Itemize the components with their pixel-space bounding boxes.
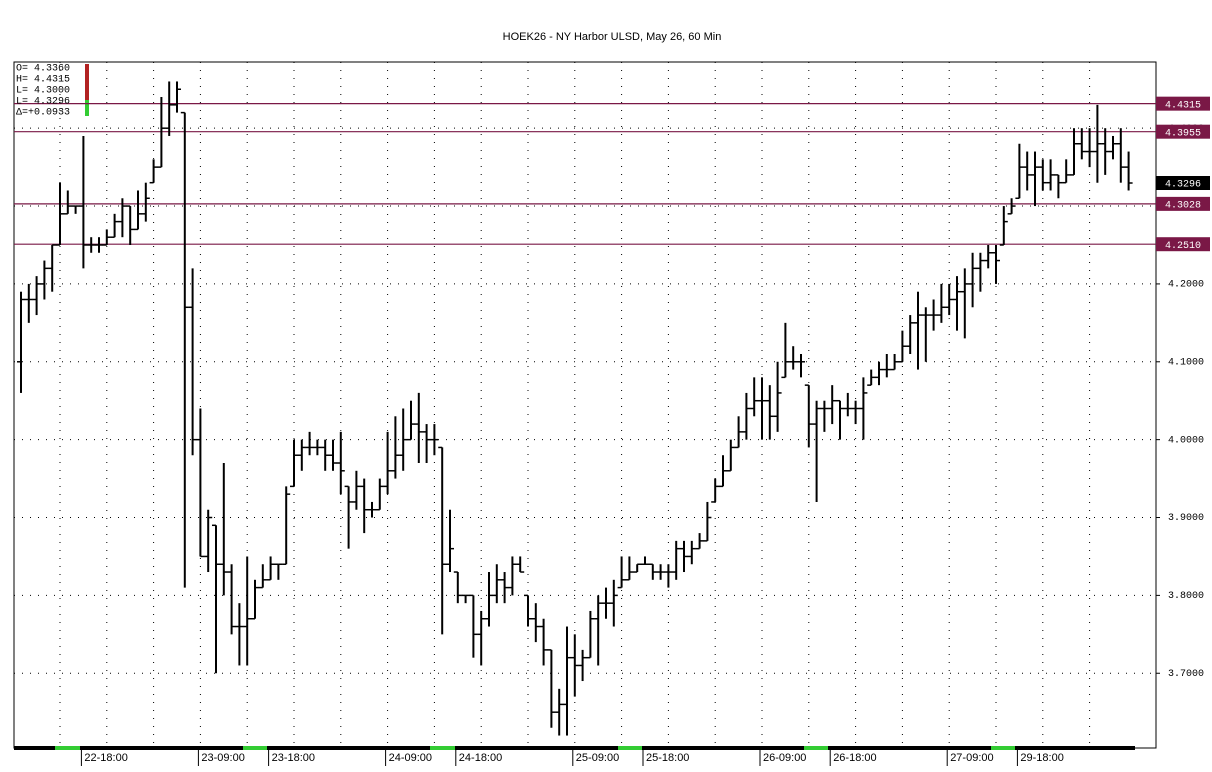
x-tick-label: 22-18:00	[84, 752, 127, 764]
session-marker	[804, 746, 828, 750]
session-marker	[243, 746, 267, 750]
x-tick-label: 25-18:00	[646, 752, 689, 764]
range-bar-green	[85, 100, 89, 116]
last-price-label: 4.3296	[1165, 180, 1201, 191]
info-line: H= 4.4315	[16, 75, 70, 86]
level-label-box	[1156, 196, 1210, 211]
x-tick-label: 25-09:00	[576, 752, 619, 764]
level-label: 4.3028	[1165, 201, 1201, 212]
x-tick-label: 26-18:00	[833, 752, 876, 764]
level-label: 4.4315	[1165, 100, 1201, 111]
y-tick-label: 4.0000	[1168, 435, 1204, 446]
x-tick-label: 27-09:00	[950, 752, 993, 764]
x-tick-label: 23-09:00	[201, 752, 244, 764]
level-label: 4.2510	[1165, 241, 1201, 252]
info-line: L= 4.3000	[16, 86, 70, 97]
info-line: L= 4.3296	[16, 97, 70, 108]
x-tick-label: 29-18:00	[1020, 752, 1063, 764]
y-tick-label: 3.8000	[1168, 591, 1204, 602]
level-label-box	[1156, 124, 1210, 139]
y-tick-label: 3.9000	[1168, 513, 1204, 524]
info-line: O= 4.3360	[16, 64, 70, 75]
y-tick-label: 3.7000	[1168, 669, 1204, 680]
session-marker	[55, 746, 80, 750]
last-price-box	[1156, 176, 1210, 191]
info-line: Δ=+0.0933	[16, 108, 70, 119]
session-marker	[430, 746, 455, 750]
session-strip	[14, 746, 1135, 750]
y-tick-label: 4.1000	[1168, 357, 1204, 368]
x-tick-label: 24-09:00	[389, 752, 432, 764]
x-tick-label: 26-09:00	[763, 752, 806, 764]
y-tick-label: 4.2000	[1168, 280, 1204, 291]
session-marker	[991, 746, 1015, 750]
session-marker	[618, 746, 642, 750]
x-tick-label: 23-18:00	[272, 752, 315, 764]
range-bar-red	[85, 64, 89, 100]
chart-title: HOEK26 - NY Harbor ULSD, May 26, 60 Min	[503, 31, 722, 43]
x-tick-label: 24-18:00	[459, 752, 502, 764]
level-label-box	[1156, 96, 1210, 111]
level-label: 4.3955	[1165, 128, 1201, 139]
level-label-box	[1156, 237, 1210, 252]
